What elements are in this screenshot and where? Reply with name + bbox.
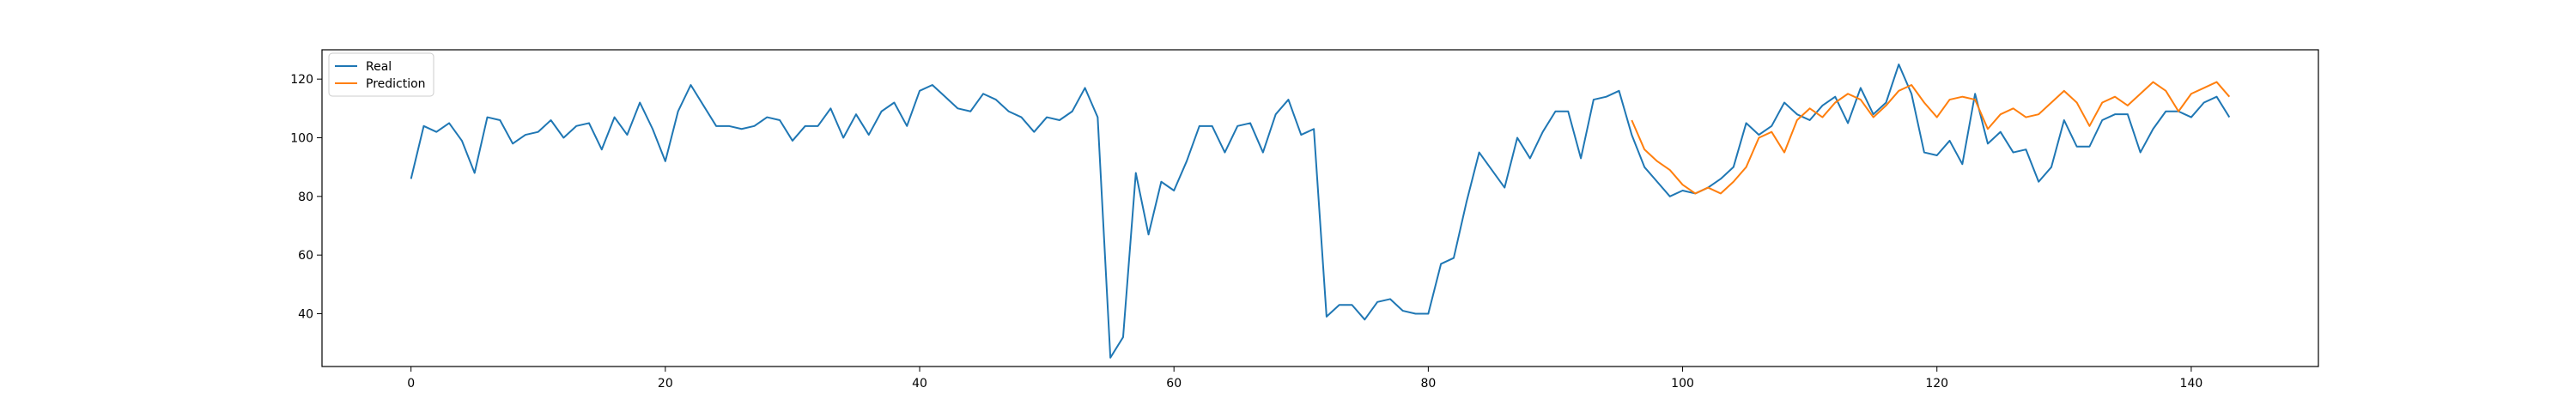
- x-tick-label: 60: [1166, 377, 1182, 391]
- x-tick-label: 140: [2180, 377, 2203, 391]
- x-tick-label: 100: [1671, 377, 1694, 391]
- legend-box: [328, 52, 434, 97]
- x-tick-label: 20: [658, 377, 673, 391]
- x-tick-label: 80: [1420, 377, 1436, 391]
- series-line-prediction: [1631, 81, 2231, 195]
- x-axis: 0 20 40 60 80 100 120 140: [407, 367, 2202, 391]
- y-axis: 40 60 80 100 120: [290, 73, 322, 322]
- legend-label-prediction: Prediction: [366, 77, 426, 91]
- y-tick-label: 60: [298, 249, 313, 263]
- plot-area: [410, 64, 2231, 359]
- x-tick-label: 0: [407, 377, 415, 391]
- legend: Real Prediction: [328, 52, 434, 97]
- legend-label-real: Real: [366, 60, 392, 74]
- y-tick-label: 120: [290, 73, 313, 87]
- y-tick-label: 80: [298, 191, 313, 204]
- y-tick-label: 40: [298, 308, 313, 322]
- axes-frame: [321, 49, 2319, 367]
- x-tick-label: 40: [912, 377, 927, 391]
- x-tick-label: 120: [1925, 377, 1948, 391]
- series-line-real: [410, 64, 2231, 359]
- y-tick-label: 100: [290, 132, 313, 146]
